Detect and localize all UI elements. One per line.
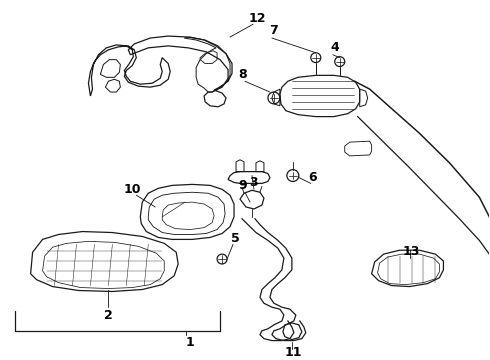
Text: 9: 9: [239, 179, 247, 192]
Text: 11: 11: [284, 346, 302, 359]
Text: 3: 3: [250, 176, 258, 189]
Text: 13: 13: [403, 245, 420, 258]
Text: 7: 7: [270, 24, 278, 37]
Text: 6: 6: [309, 171, 317, 184]
Text: 10: 10: [123, 183, 141, 196]
Text: 4: 4: [330, 41, 339, 54]
Text: 1: 1: [186, 336, 195, 349]
Text: 5: 5: [231, 232, 240, 245]
Text: 8: 8: [239, 68, 247, 81]
Text: 2: 2: [104, 309, 113, 321]
Text: 12: 12: [248, 12, 266, 25]
